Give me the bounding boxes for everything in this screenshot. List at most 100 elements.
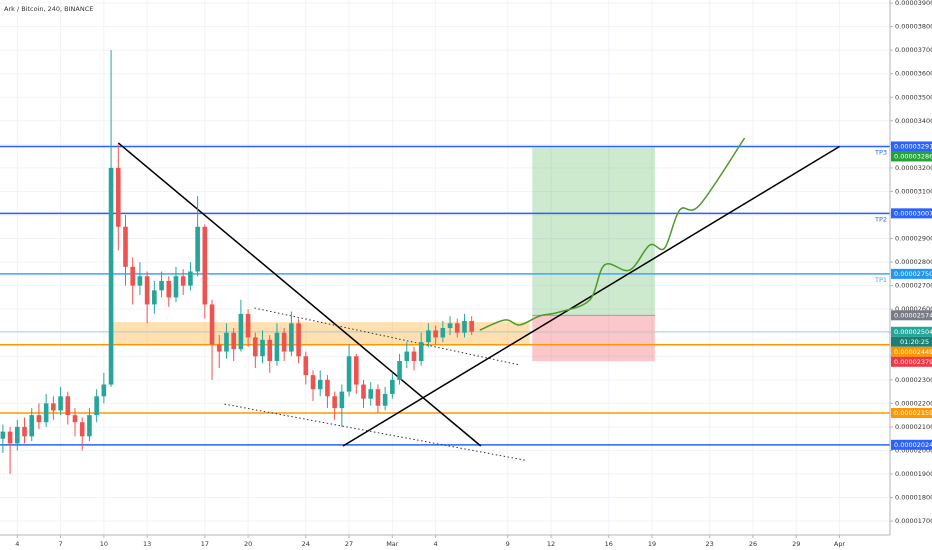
candle-body bbox=[281, 332, 287, 352]
axis-tag-label: 0.00002379 bbox=[894, 358, 932, 366]
candle-body bbox=[166, 280, 172, 298]
axis-tag-label: 0.00003007 bbox=[894, 209, 932, 217]
candle-body bbox=[0, 431, 6, 439]
candle-body bbox=[209, 304, 215, 345]
candle-body bbox=[79, 422, 85, 437]
candle-body bbox=[411, 351, 417, 361]
axis-tag-label: 0.00003286 bbox=[894, 152, 932, 160]
candle-body bbox=[202, 226, 208, 305]
x-tick-label: 10 bbox=[100, 540, 108, 548]
candle-body bbox=[310, 375, 316, 390]
candle-body bbox=[260, 339, 265, 357]
y-tick-label: 0.00002200 bbox=[895, 399, 932, 407]
candle-body bbox=[339, 391, 345, 409]
candle-body bbox=[224, 332, 229, 352]
y-tick-label: 0.00002000 bbox=[895, 446, 932, 454]
candle-body bbox=[216, 344, 222, 352]
projection bbox=[479, 137, 746, 331]
level-label: TP3 bbox=[874, 148, 887, 156]
candle-body bbox=[267, 339, 273, 361]
x-tick-label: 4 bbox=[434, 540, 438, 548]
axis-tag-label: 0.00002159 bbox=[894, 409, 932, 417]
level-label: TP2 bbox=[874, 215, 887, 223]
x-tick-label: 13 bbox=[143, 540, 151, 548]
candle-body bbox=[115, 167, 121, 227]
candle-body bbox=[245, 313, 251, 338]
zone bbox=[112, 322, 530, 345]
candle-body bbox=[15, 426, 20, 444]
y-tick-label: 0.00003900 bbox=[895, 0, 932, 7]
x-tick-label: 27 bbox=[345, 540, 353, 548]
candle-body bbox=[159, 280, 164, 291]
candle-body bbox=[108, 167, 114, 385]
candle-body bbox=[101, 384, 107, 397]
y-tick-label: 0.00002900 bbox=[895, 235, 932, 243]
candle-body bbox=[375, 389, 381, 406]
candle-body bbox=[303, 356, 309, 376]
candle-body bbox=[404, 351, 410, 361]
axis-tag bbox=[891, 151, 932, 162]
x-tick-label: Apr bbox=[834, 540, 846, 548]
candle-body bbox=[274, 332, 280, 361]
countdown-label: 01:20:25 bbox=[900, 338, 929, 346]
candle-body bbox=[433, 330, 438, 338]
y-tick-label: 0.00003500 bbox=[895, 93, 932, 101]
candle-body bbox=[469, 320, 474, 332]
candle-body bbox=[231, 332, 236, 350]
y-tick-label: 0.00002600 bbox=[895, 305, 932, 313]
y-tick-label: 0.00002100 bbox=[895, 423, 932, 431]
x-tick-label: 16 bbox=[605, 540, 613, 548]
x-tick-label: 9 bbox=[506, 540, 510, 548]
candle-body bbox=[317, 379, 323, 390]
y-tick-label: 0.00002300 bbox=[895, 376, 932, 384]
axis-tag bbox=[891, 408, 932, 419]
axis-tag bbox=[891, 326, 932, 337]
y-tick-label: 0.00003200 bbox=[895, 164, 932, 172]
candle-body bbox=[296, 323, 301, 357]
candle-body bbox=[238, 313, 244, 350]
axis-tag-label: 0.00003291 bbox=[894, 142, 932, 150]
candle-body bbox=[7, 431, 13, 444]
trendline bbox=[117, 142, 482, 447]
axis-tag bbox=[891, 141, 932, 152]
candle-body bbox=[397, 360, 402, 380]
level-label: TP1 bbox=[874, 276, 887, 284]
axis-tag-label: 0.00002024 bbox=[894, 441, 932, 449]
x-tick-label: 19 bbox=[648, 540, 656, 548]
y-tick-label: 0.00003800 bbox=[895, 23, 932, 31]
candle-body bbox=[65, 396, 71, 416]
chart-title: Ark / Bitcoin, 240, BINANCE bbox=[4, 5, 93, 13]
trendline bbox=[342, 145, 840, 447]
axis-tag bbox=[891, 356, 932, 367]
candle-body bbox=[454, 323, 460, 333]
axis-tag bbox=[891, 346, 932, 357]
axis-tag bbox=[891, 439, 932, 450]
candle-body bbox=[325, 379, 330, 397]
candle-body bbox=[22, 426, 27, 437]
axis-tag-label: 0.00002504 bbox=[894, 328, 932, 336]
x-tick-label: 26 bbox=[749, 540, 757, 548]
axis-tag bbox=[891, 208, 932, 219]
y-tick-label: 0.00001800 bbox=[895, 494, 932, 502]
x-tick-label: Mar bbox=[386, 540, 399, 548]
candle-body bbox=[368, 389, 374, 399]
candle-body bbox=[36, 415, 42, 423]
y-tick-label: 0.00003600 bbox=[895, 70, 932, 78]
candle-body bbox=[390, 379, 395, 394]
y-tick-label: 0.00002700 bbox=[895, 282, 932, 290]
candle-body bbox=[195, 226, 200, 272]
candle-body bbox=[94, 396, 99, 416]
candle-body bbox=[43, 403, 49, 423]
axis-tag-label: 0.00002449 bbox=[894, 348, 932, 356]
candle-body bbox=[426, 330, 431, 343]
candle-body bbox=[188, 271, 193, 286]
x-tick-label: 12 bbox=[547, 540, 555, 548]
candle-body bbox=[289, 323, 294, 352]
x-tick-label: 7 bbox=[59, 540, 63, 548]
x-tick-label: 20 bbox=[244, 540, 252, 548]
candle-body bbox=[382, 393, 388, 406]
axes: 0.00001700 0.00001800 0.00001900 0.00002000… bbox=[15, 0, 932, 548]
x-tick-label: 24 bbox=[302, 540, 310, 548]
